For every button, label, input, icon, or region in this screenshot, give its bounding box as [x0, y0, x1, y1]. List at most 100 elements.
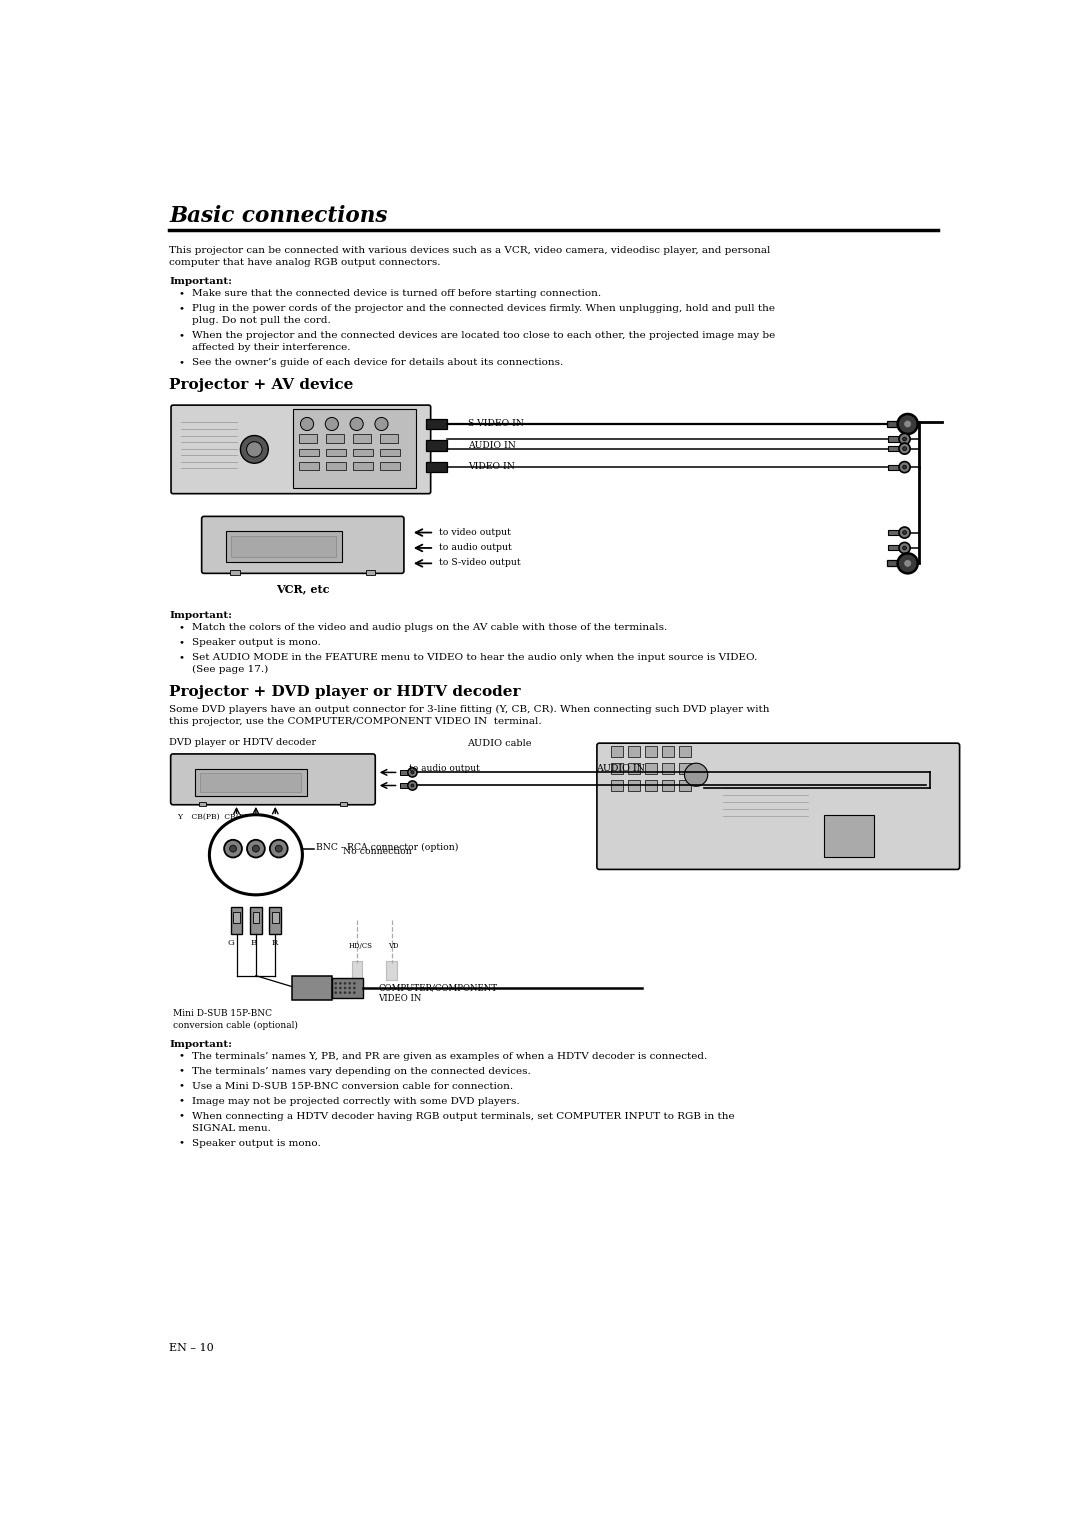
Bar [231, 908, 242, 934]
FancyBboxPatch shape [171, 753, 375, 805]
Circle shape [903, 545, 906, 550]
Text: Plug in the power cords of the projector and the connected devices firmly. When : Plug in the power cords of the projector… [192, 304, 775, 313]
Text: VIDEO IN: VIDEO IN [469, 461, 515, 471]
Bar [326, 463, 346, 471]
Text: VCR, etc: VCR, etc [276, 584, 329, 594]
Circle shape [275, 845, 282, 853]
Bar [426, 440, 447, 451]
Text: BNC - RCA connector (option): BNC - RCA connector (option) [316, 843, 459, 853]
Text: Make sure that the connected device is turned off before starting connection.: Make sure that the connected device is t… [192, 289, 602, 298]
Text: •: • [178, 652, 185, 662]
Circle shape [897, 553, 918, 573]
Text: COMPUTER/COMPONENT: COMPUTER/COMPONENT [378, 984, 498, 992]
Text: conversion cable (optional): conversion cable (optional) [173, 1021, 298, 1030]
Text: to audio output: to audio output [438, 542, 512, 552]
Text: •: • [178, 332, 185, 341]
Bar [292, 976, 332, 999]
Bar [298, 434, 318, 443]
Bar [679, 746, 691, 756]
Circle shape [903, 530, 906, 535]
Text: DVD player or HDTV decoder: DVD player or HDTV decoder [170, 738, 316, 747]
Bar [380, 449, 400, 457]
Bar [611, 762, 623, 775]
Text: When connecting a HDTV decoder having RGB output terminals, set COMPUTER INPUT t: When connecting a HDTV decoder having RG… [192, 1111, 735, 1120]
Bar [231, 536, 336, 558]
Bar [353, 463, 373, 471]
Circle shape [903, 465, 906, 469]
Text: to audio output: to audio output [409, 764, 481, 773]
Circle shape [905, 561, 910, 567]
Circle shape [899, 434, 910, 445]
Text: Speaker output is mono.: Speaker output is mono. [192, 1138, 321, 1148]
Circle shape [410, 770, 414, 775]
Circle shape [225, 840, 242, 857]
FancyBboxPatch shape [597, 743, 960, 869]
Bar [194, 769, 307, 796]
Circle shape [899, 461, 910, 472]
FancyBboxPatch shape [171, 405, 431, 494]
Text: S-VIDEO IN: S-VIDEO IN [469, 419, 524, 428]
Text: computer that have analog RGB output connectors.: computer that have analog RGB output con… [170, 258, 441, 267]
Text: Y    CB(PB)  CR(PR): Y CB(PB) CR(PR) [177, 813, 253, 821]
Text: Projector + AV device: Projector + AV device [170, 377, 353, 391]
Circle shape [300, 417, 313, 431]
Text: •: • [178, 1051, 185, 1060]
Bar [251, 908, 261, 934]
Bar [888, 446, 900, 451]
Text: •: • [178, 639, 185, 646]
Circle shape [408, 781, 417, 790]
Text: Basic connections: Basic connections [170, 205, 388, 228]
Bar [353, 434, 372, 443]
Text: AUDIO IN: AUDIO IN [596, 764, 645, 773]
Text: Match the colors of the video and audio plugs on the AV cable with those of the : Match the colors of the video and audio … [192, 623, 667, 633]
Bar [380, 463, 400, 471]
Text: •: • [178, 289, 185, 298]
Bar [400, 770, 408, 775]
Bar [645, 746, 658, 756]
Text: plug. Do not pull the cord.: plug. Do not pull the cord. [192, 316, 332, 325]
Text: HD/CS: HD/CS [349, 941, 373, 950]
Bar [887, 561, 900, 567]
Bar [200, 773, 301, 792]
Bar [888, 465, 900, 469]
Bar [426, 461, 447, 472]
Text: VD: VD [388, 941, 399, 950]
Text: The terminals’ names vary depending on the connected devices.: The terminals’ names vary depending on t… [192, 1067, 531, 1076]
Circle shape [230, 845, 237, 853]
Text: The terminals’ names Y, PB, and PR are given as examples of when a HDTV decoder : The terminals’ names Y, PB, and PR are g… [192, 1051, 707, 1060]
Bar [888, 530, 900, 535]
Text: Important:: Important: [170, 611, 232, 620]
Circle shape [899, 443, 910, 454]
Circle shape [246, 442, 262, 457]
Text: Mini D-SUB 15P-BNC: Mini D-SUB 15P-BNC [173, 1008, 272, 1018]
Text: VIDEO IN: VIDEO IN [378, 993, 421, 1002]
Bar [387, 961, 396, 979]
Text: Some DVD players have an output connector for 3-line fitting (Y, CB, CR). When c: Some DVD players have an output connecto… [170, 704, 770, 714]
Bar [645, 762, 658, 775]
Bar [645, 781, 658, 792]
Bar [332, 978, 363, 998]
Circle shape [897, 414, 918, 434]
Circle shape [905, 420, 910, 426]
Text: to S-video output: to S-video output [438, 558, 521, 567]
Bar [627, 781, 640, 792]
Text: No connection: No connection [343, 847, 413, 856]
Circle shape [253, 845, 259, 853]
Text: R: R [271, 938, 278, 947]
Ellipse shape [210, 814, 302, 895]
Bar [824, 814, 875, 857]
Bar [888, 437, 900, 442]
Text: Important:: Important: [170, 277, 232, 286]
Circle shape [903, 446, 906, 451]
Bar [400, 784, 408, 788]
Text: AUDIO IN: AUDIO IN [469, 440, 516, 449]
Circle shape [325, 417, 338, 431]
Bar [611, 781, 623, 792]
Text: See the owner’s guide of each device for details about its connections.: See the owner’s guide of each device for… [192, 358, 564, 367]
Text: Image may not be projected correctly with some DVD players.: Image may not be projected correctly wit… [192, 1097, 519, 1106]
Bar [679, 781, 691, 792]
Bar [326, 434, 345, 443]
Circle shape [903, 437, 906, 442]
Bar [679, 762, 691, 775]
Text: G: G [227, 938, 234, 947]
